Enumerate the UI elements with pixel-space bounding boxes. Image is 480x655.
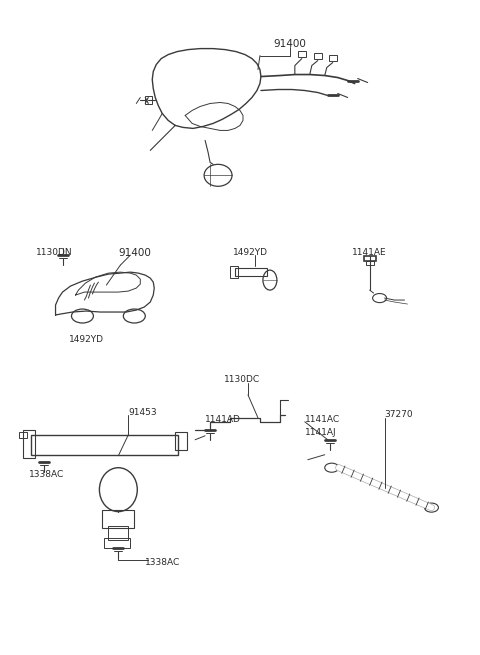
Bar xyxy=(31,435,178,455)
Bar xyxy=(230,266,238,278)
Bar xyxy=(19,432,26,438)
Bar xyxy=(145,96,152,105)
Bar xyxy=(235,268,267,276)
Text: 1338AC: 1338AC xyxy=(145,557,180,567)
Bar xyxy=(102,510,134,527)
Text: 1492YD: 1492YD xyxy=(69,335,104,344)
Text: 1141AJ: 1141AJ xyxy=(305,428,336,437)
Text: 91400: 91400 xyxy=(119,248,151,258)
Bar xyxy=(314,52,322,58)
Bar xyxy=(23,430,35,458)
Text: 91400: 91400 xyxy=(274,39,306,48)
Bar xyxy=(298,50,306,56)
Bar xyxy=(108,525,128,540)
Bar xyxy=(366,261,373,265)
Text: 1141AC: 1141AC xyxy=(305,415,340,424)
Text: 1130DC: 1130DC xyxy=(224,375,260,384)
Text: 1338AC: 1338AC xyxy=(29,470,64,479)
Text: 91453: 91453 xyxy=(128,408,157,417)
Text: 1130DN: 1130DN xyxy=(36,248,72,257)
Bar xyxy=(104,538,130,548)
Text: 37270: 37270 xyxy=(384,410,413,419)
Bar xyxy=(329,54,336,60)
Text: 1141AD: 1141AD xyxy=(205,415,241,424)
Text: 1141AE: 1141AE xyxy=(352,248,386,257)
Bar xyxy=(364,256,376,261)
Bar xyxy=(175,432,187,450)
Text: 1492YD: 1492YD xyxy=(233,248,268,257)
